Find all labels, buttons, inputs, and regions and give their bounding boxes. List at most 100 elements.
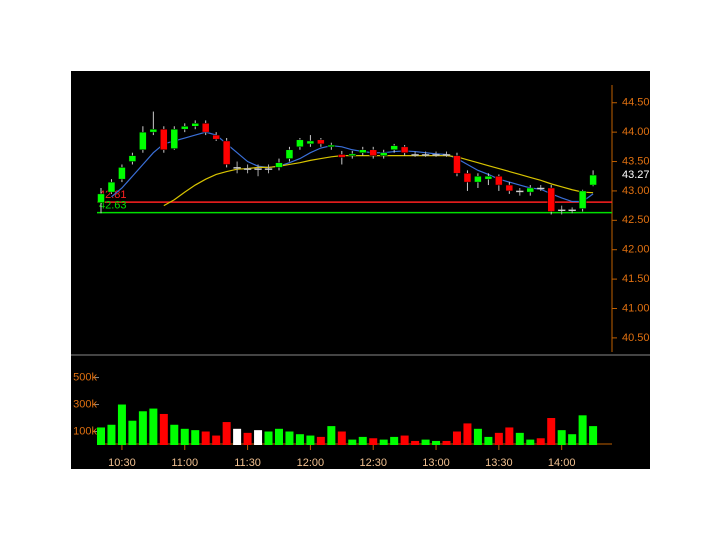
volume-bar	[421, 439, 430, 445]
candle-body	[107, 181, 116, 193]
candle-body	[359, 149, 367, 153]
moving-average	[163, 155, 594, 207]
volume-bar	[306, 435, 315, 445]
candle-body	[400, 146, 409, 153]
x-tick-label: 12:00	[297, 457, 325, 469]
y-tick-label: 43.50	[622, 155, 650, 167]
y-tick-label: 43.00	[622, 185, 650, 197]
candle-body	[254, 168, 262, 170]
moving-average	[111, 131, 594, 203]
y-tick-label: 42.50	[622, 214, 650, 226]
volume-bar	[274, 428, 283, 445]
volume-bar	[191, 430, 200, 445]
volume-bar	[243, 432, 252, 445]
candle-body	[453, 155, 461, 174]
volume-bar	[170, 424, 179, 445]
y-tick-label: 100k	[73, 425, 97, 437]
candle-body	[432, 154, 440, 156]
volume-bar	[254, 430, 263, 445]
x-tick-label: 11:30	[234, 457, 261, 469]
volume-bar	[97, 427, 105, 445]
candle-body	[97, 193, 105, 203]
candle-body	[505, 184, 514, 192]
volume-bar	[201, 431, 210, 445]
candle-body	[421, 154, 430, 156]
volume-bar	[526, 439, 535, 445]
volume-bar	[452, 431, 461, 445]
volume-bar	[128, 420, 137, 445]
candle-body	[306, 140, 315, 145]
candle-body	[118, 167, 126, 180]
candle-body	[243, 168, 252, 170]
volume-bar	[536, 438, 545, 445]
volume-bar	[515, 432, 524, 445]
volume-bar	[159, 413, 168, 445]
volume-bar	[473, 428, 482, 445]
candle-body	[191, 123, 199, 127]
x-tick-label: 13:30	[485, 457, 513, 469]
candle-body	[484, 175, 493, 180]
candle-body	[128, 155, 137, 162]
candle-body	[463, 173, 472, 183]
volume-bar	[295, 434, 304, 445]
candle-body	[181, 126, 189, 130]
y-tick-label: 42.00	[622, 244, 650, 256]
candle-body	[589, 174, 597, 186]
volume-bar	[316, 436, 325, 445]
volume-bar	[285, 431, 294, 445]
y-tick-label: 41.50	[622, 273, 650, 285]
volume-bar	[358, 436, 367, 445]
candle-body	[233, 167, 241, 169]
candle-body	[495, 175, 503, 186]
volume-bar	[494, 432, 503, 445]
candle-body	[526, 187, 535, 193]
volume-bar	[463, 423, 472, 445]
volume-bar	[390, 436, 399, 445]
x-tick-label: 13:00	[422, 457, 450, 469]
last-price-label: 43.27	[622, 169, 650, 181]
candle-body	[536, 187, 545, 190]
volume-bar	[578, 415, 587, 445]
volume-bar	[432, 440, 441, 445]
candle-body	[327, 144, 336, 148]
candle-body	[139, 131, 147, 151]
x-tick-label: 14:00	[548, 457, 576, 469]
x-tick-label: 11:00	[171, 457, 198, 469]
candle-body	[212, 134, 220, 140]
volume-bar	[337, 431, 346, 445]
volume-bar	[149, 408, 158, 445]
volume-bar	[180, 428, 189, 445]
y-tick-label: 44.50	[622, 97, 650, 109]
reference-label: 42.63	[99, 200, 127, 212]
y-tick-label: 500k	[73, 371, 97, 383]
y-tick-label: 40.50	[622, 332, 650, 344]
candle-body	[578, 190, 587, 209]
candle-body	[149, 128, 158, 133]
candle-body	[547, 187, 555, 212]
candle-body	[201, 123, 210, 133]
y-tick-label: 300k	[73, 398, 97, 410]
volume-bar	[379, 439, 388, 445]
candle-body	[348, 153, 357, 156]
volume-bar	[138, 411, 147, 445]
volume-bar	[222, 422, 231, 445]
candle-body	[557, 209, 566, 211]
candle-body	[170, 128, 179, 149]
candle-body	[369, 149, 377, 156]
volume-bar	[411, 440, 420, 445]
volume-bar	[400, 435, 409, 445]
volume-bar	[117, 404, 126, 445]
volume-bar	[484, 436, 493, 445]
volume-bar	[264, 431, 273, 445]
volume-bar	[568, 434, 577, 445]
candle-body	[411, 154, 419, 156]
volume-bar	[505, 427, 514, 445]
x-tick-label: 10:30	[108, 457, 136, 469]
x-tick-label: 12:30	[359, 457, 387, 469]
volume-bar	[327, 426, 336, 445]
candle-body	[275, 162, 283, 168]
y-tick-label: 44.00	[622, 126, 650, 138]
volume-bar	[233, 428, 242, 445]
volume-bar	[107, 424, 116, 445]
